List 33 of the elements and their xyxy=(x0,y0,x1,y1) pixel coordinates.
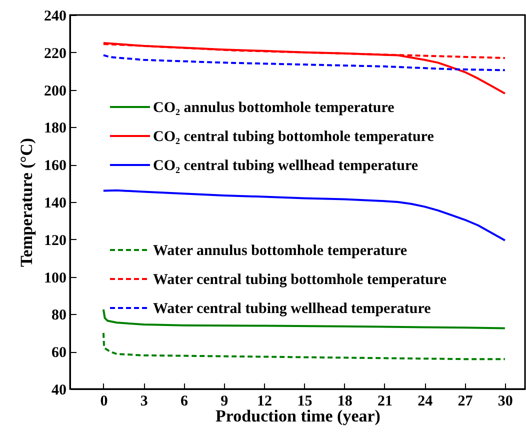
y-tick-label: 140 xyxy=(44,196,66,212)
x-tick-label: 24 xyxy=(418,394,434,410)
x-tick-label: 27 xyxy=(458,394,474,410)
y-tick-label: 240 xyxy=(44,8,66,24)
x-tick-label: 21 xyxy=(377,394,392,410)
y-tick-label: 220 xyxy=(44,46,66,62)
legend-label: CO₂ central tubing bottomhole temperature xyxy=(153,129,434,145)
legend-label: CO₂ central tubing wellhead temperature xyxy=(153,158,418,174)
y-tick-label: 40 xyxy=(52,382,66,398)
line-series xyxy=(102,54,506,72)
x-tick-label: 30 xyxy=(498,394,513,410)
y-tick-label: 120 xyxy=(44,232,66,249)
y-tick-label: 200 xyxy=(44,83,66,100)
legend-label: CO₂ annulus bottomhole temperature xyxy=(153,100,395,116)
y-axis-title: Temperature (°C) xyxy=(17,138,36,268)
legend-label: Water central tubing bottomhole temperature xyxy=(153,272,447,288)
y-tick-label: 60 xyxy=(52,345,66,362)
line-series xyxy=(102,189,506,242)
y-tick-label: 80 xyxy=(52,308,66,324)
legend-label: Water central tubing wellhead temperature xyxy=(153,301,432,317)
x-tick-label: 0 xyxy=(100,394,108,410)
x-tick-label: 18 xyxy=(337,394,352,410)
line-series xyxy=(102,332,506,360)
x-tick-label: 3 xyxy=(140,394,148,410)
y-tick-label: 100 xyxy=(44,270,66,286)
x-tick-label: 15 xyxy=(297,394,312,410)
x-tick-label: 12 xyxy=(257,394,272,410)
y-tick-label: 180 xyxy=(44,120,66,137)
x-axis-title: Production time (year) xyxy=(216,406,380,426)
x-tick-label: 6 xyxy=(180,394,188,410)
y-tick-label: 160 xyxy=(44,158,66,174)
legend-label: Water annulus bottomhole temperature xyxy=(153,243,408,259)
x-tick-label: 9 xyxy=(220,394,228,410)
